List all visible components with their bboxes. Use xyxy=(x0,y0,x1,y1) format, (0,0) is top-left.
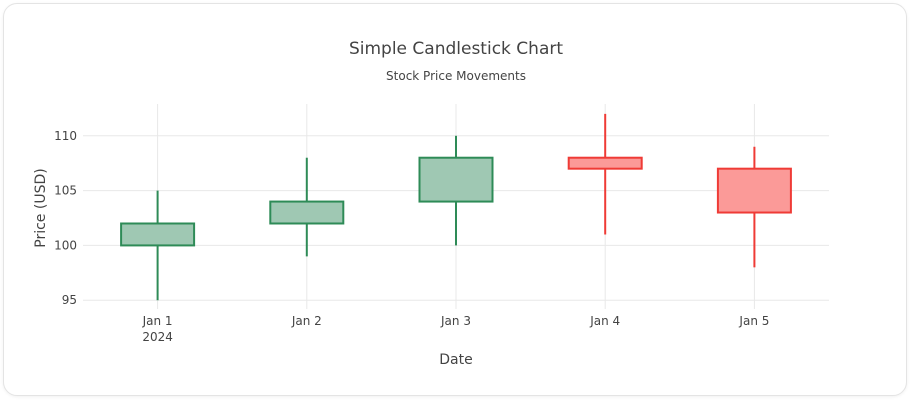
candle-body xyxy=(418,156,494,203)
y-axis-title: Price (USD) xyxy=(33,168,49,247)
candle-jan-3 xyxy=(418,135,494,246)
x-tick-label: Jan 5 xyxy=(738,314,769,328)
chart-title: Simple Candlestick Chart xyxy=(349,39,563,59)
x-tick-label: Jan 1 xyxy=(142,314,173,328)
x-tick-labels: Jan 1 Jan 2 Jan 3 Jan 4 Jan 5 2024 xyxy=(142,314,770,344)
chart-subtitle: Stock Price Movements xyxy=(386,69,526,83)
candle-body xyxy=(120,222,196,247)
y-tick-labels: 95 100 105 110 xyxy=(54,129,77,307)
candle-body xyxy=(269,200,345,225)
candle-jan-4 xyxy=(567,113,643,235)
y-tick-label: 95 xyxy=(62,293,77,307)
x-year-label: 2024 xyxy=(142,330,173,344)
candles xyxy=(120,113,792,301)
candle-body xyxy=(716,167,792,214)
candle-body xyxy=(567,156,643,170)
x-axis-title: Date xyxy=(439,352,472,368)
x-tick-label: Jan 3 xyxy=(440,314,471,328)
candle-jan-1 xyxy=(120,190,196,301)
x-tick-label: Jan 4 xyxy=(589,314,620,328)
candle-jan-2 xyxy=(269,157,345,257)
y-tick-label: 100 xyxy=(54,238,77,252)
candle-jan-5 xyxy=(716,146,792,268)
y-tick-label: 105 xyxy=(54,184,77,198)
y-tick-label: 110 xyxy=(54,129,77,143)
x-tick-label: Jan 2 xyxy=(291,314,322,328)
